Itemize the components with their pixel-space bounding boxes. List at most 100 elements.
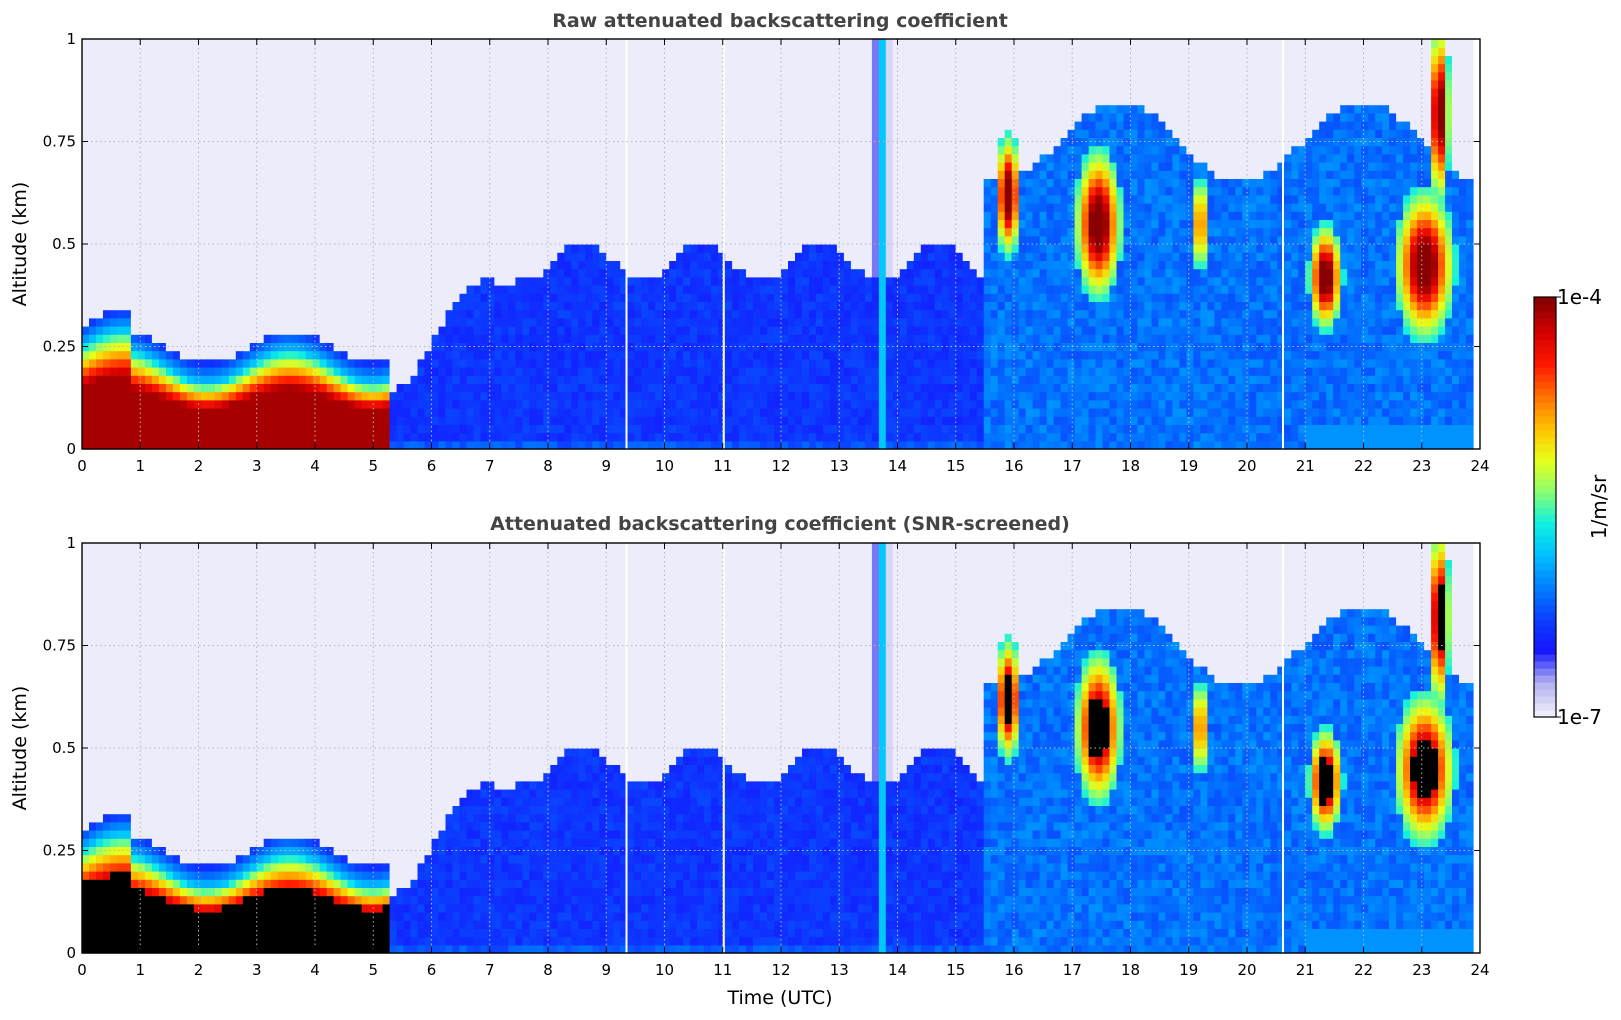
heatmap-cell [207, 367, 216, 376]
heatmap-cell [375, 252, 384, 261]
heatmap-cell [543, 260, 551, 270]
heatmap-cell [515, 293, 523, 302]
heatmap-cell [340, 211, 349, 220]
heatmap-cell [305, 137, 314, 147]
heatmap-cell [116, 408, 125, 417]
heatmap-cell [221, 104, 230, 114]
heatmap-cell [354, 219, 363, 229]
heatmap-cell [480, 276, 488, 286]
heatmap-cell [690, 47, 698, 56]
heatmap-cell [599, 334, 607, 343]
heatmap-cell [382, 47, 391, 56]
heatmap-cell [333, 416, 342, 425]
heatmap-cell [158, 268, 167, 278]
heatmap-cell [578, 55, 586, 65]
heatmap-cell [634, 301, 642, 311]
heatmap-cell [739, 47, 747, 56]
heatmap-cell [242, 309, 251, 319]
heatmap-cell [214, 88, 223, 97]
heatmap-cell [739, 153, 747, 163]
heatmap-cell [669, 293, 677, 302]
heatmap-cell [529, 219, 537, 229]
heatmap-cell [557, 39, 565, 48]
heatmap-cell [599, 342, 607, 352]
heatmap-cell [620, 260, 628, 270]
heatmap-cell [389, 268, 398, 278]
heatmap-cell [326, 399, 335, 409]
heatmap-cell [361, 104, 370, 114]
heatmap-cell [690, 244, 698, 253]
heatmap-cell [82, 104, 90, 114]
heatmap-cell [543, 153, 551, 163]
heatmap-cell [326, 326, 335, 335]
heatmap-cell [347, 326, 356, 335]
heatmap-cell [172, 391, 181, 401]
heatmap-cell [578, 391, 586, 401]
heatmap-cell [739, 375, 747, 384]
heatmap-cell [242, 367, 251, 376]
heatmap-cell [326, 293, 335, 302]
heatmap-cell [774, 416, 782, 425]
heatmap-cell [242, 260, 251, 270]
heatmap-cell [375, 367, 384, 376]
heatmap-cell [319, 301, 328, 311]
heatmap-cell [396, 301, 405, 311]
heatmap-cell [235, 326, 244, 335]
heatmap-cell [676, 358, 684, 368]
heatmap-cell [375, 47, 384, 56]
heatmap-cell [753, 285, 761, 294]
heatmap-cell [536, 194, 544, 204]
heatmap-cell [326, 112, 335, 122]
heatmap-cell [431, 276, 440, 286]
heatmap-cell [592, 88, 600, 97]
heatmap-cell [263, 178, 272, 188]
heatmap-cell [221, 285, 230, 294]
heatmap-cell [732, 276, 740, 286]
heatmap-cell [564, 39, 572, 48]
heatmap-cell [424, 408, 433, 417]
heatmap-cell [103, 80, 111, 89]
heatmap-cell [403, 104, 412, 114]
heatmap-cell [529, 432, 537, 442]
heatmap-cell [655, 440, 663, 450]
heatmap-cell [676, 399, 684, 409]
heatmap-cell [96, 408, 104, 417]
heatmap-cell [585, 416, 593, 425]
heatmap-cell [704, 63, 712, 73]
heatmap-cell [487, 186, 495, 196]
heatmap-cell [186, 416, 195, 425]
heatmap-cell [151, 383, 160, 393]
heatmap-cell [690, 375, 698, 384]
heatmap-cell [613, 342, 621, 352]
heatmap-cell [179, 301, 188, 311]
heatmap-cell [89, 399, 97, 409]
heatmap-cell [641, 326, 649, 335]
heatmap-cell [725, 219, 733, 229]
heatmap-cell [767, 112, 775, 122]
heatmap-cell [431, 235, 440, 245]
heatmap-cell [123, 309, 132, 319]
heatmap-cell [319, 276, 328, 286]
heatmap-cell [669, 203, 677, 212]
heatmap-cell [151, 432, 160, 442]
heatmap-cell [221, 129, 230, 138]
heatmap-cell [137, 47, 146, 56]
heatmap-cell [487, 104, 495, 114]
heatmap-cell [96, 203, 104, 212]
heatmap-cell [347, 63, 356, 73]
heatmap-cell [732, 424, 740, 434]
heatmap-cell [634, 334, 642, 343]
heatmap-cell [487, 219, 495, 229]
heatmap-cell [676, 334, 684, 343]
heatmap-cell [116, 80, 125, 89]
heatmap-cell [739, 129, 747, 138]
heatmap-cell [704, 153, 712, 163]
heatmap-cell [550, 326, 558, 335]
heatmap-cell [704, 276, 712, 286]
heatmap-cell [298, 334, 307, 343]
heatmap-cell [207, 129, 216, 138]
heatmap-cell [424, 358, 433, 368]
heatmap-cell [116, 440, 125, 450]
heatmap-cell [326, 375, 335, 384]
heatmap-cell [522, 391, 530, 401]
